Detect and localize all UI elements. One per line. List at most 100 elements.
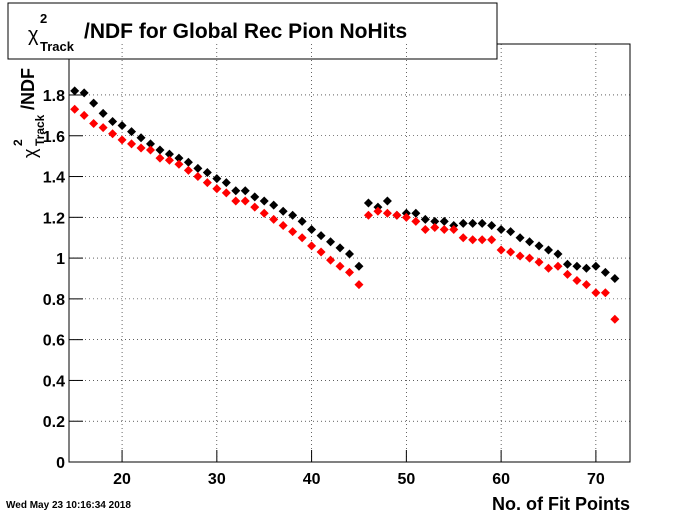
marker [212, 184, 222, 194]
marker [477, 218, 487, 228]
marker [288, 227, 298, 237]
marker [136, 143, 146, 153]
marker [307, 225, 317, 235]
marker [79, 88, 89, 98]
y-tick-label: 1.4 [43, 170, 65, 187]
title-symbol: χ [28, 24, 39, 46]
marker [534, 257, 544, 267]
x-tick-label: 40 [303, 471, 321, 488]
y-axis-label: χ 2 Track /NDF [11, 68, 47, 158]
marker [534, 241, 544, 251]
y-tick-label: 1 [56, 251, 65, 268]
marker [468, 235, 478, 245]
marker [278, 206, 288, 216]
marker [127, 127, 137, 137]
y-tick-label: 1.6 [43, 129, 65, 146]
marker [487, 235, 497, 245]
marker [307, 241, 317, 251]
marker [581, 280, 591, 290]
marker [382, 208, 392, 218]
marker [591, 261, 601, 271]
marker [420, 214, 430, 224]
marker [250, 202, 260, 212]
marker [89, 98, 99, 108]
marker [544, 263, 554, 273]
marker [98, 108, 108, 118]
marker [572, 261, 582, 271]
x-axis-label: No. of Fit Points [492, 494, 630, 514]
marker [136, 133, 146, 143]
marker [525, 253, 535, 263]
marker [231, 196, 241, 206]
marker [411, 208, 421, 218]
marker [183, 157, 193, 167]
marker [117, 121, 127, 131]
marker [345, 249, 354, 259]
marker [610, 314, 620, 324]
marker [363, 198, 373, 208]
marker [515, 233, 525, 243]
marker [562, 259, 572, 269]
marker [183, 165, 193, 175]
marker [212, 174, 222, 184]
y-tick-label: 0.4 [43, 373, 65, 390]
marker [221, 188, 231, 198]
marker [591, 288, 601, 298]
marker [297, 216, 307, 226]
marker [250, 192, 260, 202]
timestamp: Wed May 23 10:16:34 2018 [6, 500, 131, 511]
marker [562, 269, 572, 279]
marker [439, 216, 449, 226]
y-label-symbol: χ [20, 148, 40, 158]
x-tick-label: 50 [397, 471, 415, 488]
marker [572, 276, 582, 286]
marker [439, 225, 449, 235]
marker [553, 261, 563, 271]
marker [487, 220, 497, 230]
marker [70, 86, 80, 96]
marker [155, 153, 165, 163]
x-tick-label: 20 [113, 471, 131, 488]
marker [326, 237, 336, 247]
marker [221, 178, 231, 188]
marker [430, 216, 440, 226]
marker [316, 231, 326, 241]
y-label-sub: Track [33, 114, 47, 146]
marker [430, 223, 440, 233]
marker [297, 233, 307, 243]
marker [373, 206, 383, 216]
marker [600, 267, 610, 277]
y-label-sup: 2 [11, 139, 25, 146]
marker [155, 145, 165, 155]
title-box [7, 2, 498, 60]
marker [553, 249, 563, 259]
x-tick-label: 30 [208, 471, 226, 488]
marker [259, 196, 269, 206]
marker [544, 245, 554, 255]
marker [145, 139, 155, 149]
y-tick-label: 0.8 [43, 292, 65, 309]
marker [89, 119, 99, 129]
y-tick-label: 0 [56, 455, 65, 472]
marker [316, 247, 326, 257]
y-tick-label: 0.6 [43, 333, 65, 350]
marker [496, 245, 506, 255]
marker [202, 178, 212, 188]
marker [506, 227, 516, 237]
y-tick-label: 0.2 [43, 414, 65, 431]
marker [401, 212, 411, 222]
marker [145, 145, 155, 155]
marker [382, 196, 392, 206]
marker [420, 225, 430, 235]
title-sub: Track [40, 39, 75, 54]
marker [117, 135, 127, 145]
marker [335, 243, 345, 253]
y-label-text: /NDF [18, 68, 38, 110]
x-tick-label: 70 [587, 471, 605, 488]
marker [269, 214, 279, 224]
marker [231, 186, 241, 196]
marker [108, 129, 118, 139]
marker [127, 139, 137, 149]
marker [496, 225, 506, 235]
marker [79, 110, 89, 120]
